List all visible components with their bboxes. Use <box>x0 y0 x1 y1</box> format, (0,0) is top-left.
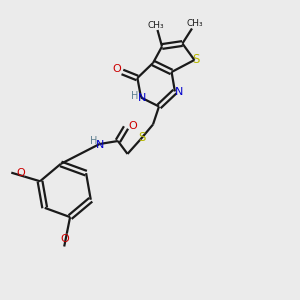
Text: CH₃: CH₃ <box>148 21 164 30</box>
Text: H: H <box>90 136 97 146</box>
Text: N: N <box>137 93 146 103</box>
Text: O: O <box>112 64 121 74</box>
Text: O: O <box>60 234 69 244</box>
Text: N: N <box>175 87 184 97</box>
Text: H: H <box>131 91 138 101</box>
Text: O: O <box>128 121 137 131</box>
Text: CH₃: CH₃ <box>187 20 203 28</box>
Text: S: S <box>138 131 146 144</box>
Text: N: N <box>96 140 105 150</box>
Text: S: S <box>192 52 200 66</box>
Text: O: O <box>17 168 26 178</box>
